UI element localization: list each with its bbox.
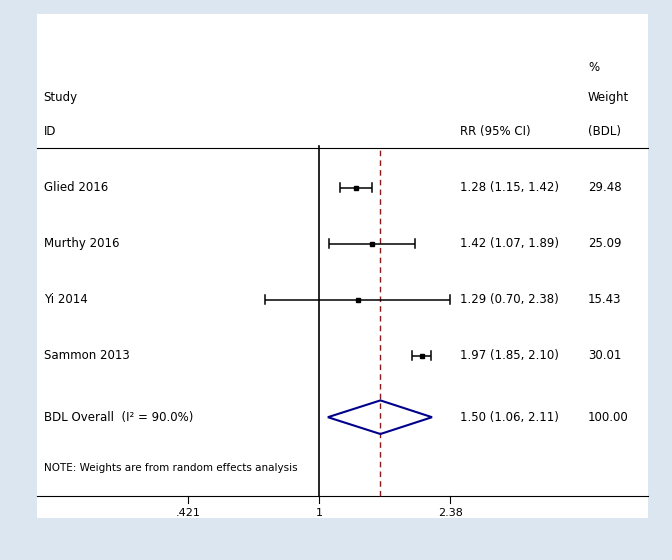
Text: .421: .421: [175, 508, 201, 518]
Text: 1.50 (1.06, 2.11): 1.50 (1.06, 2.11): [460, 410, 559, 424]
Text: 1.97 (1.85, 2.10): 1.97 (1.85, 2.10): [460, 349, 559, 362]
Text: Murthy 2016: Murthy 2016: [44, 237, 119, 250]
Text: (BDL): (BDL): [588, 125, 621, 138]
Text: 29.48: 29.48: [588, 181, 622, 194]
Text: NOTE: Weights are from random effects analysis: NOTE: Weights are from random effects an…: [44, 463, 297, 473]
Text: 25.09: 25.09: [588, 237, 622, 250]
Text: 1.28 (1.15, 1.42): 1.28 (1.15, 1.42): [460, 181, 559, 194]
Text: Glied 2016: Glied 2016: [44, 181, 108, 194]
Text: 100.00: 100.00: [588, 410, 629, 424]
Text: 30.01: 30.01: [588, 349, 622, 362]
Text: BDL Overall  (I² = 90.0%): BDL Overall (I² = 90.0%): [44, 410, 193, 424]
Text: 2.38: 2.38: [437, 508, 463, 518]
Text: Sammon 2013: Sammon 2013: [44, 349, 130, 362]
Text: Yi 2014: Yi 2014: [44, 293, 87, 306]
Text: Study: Study: [44, 91, 78, 105]
Text: %: %: [588, 60, 599, 74]
Text: 15.43: 15.43: [588, 293, 622, 306]
Text: 1: 1: [316, 508, 323, 518]
Text: Weight: Weight: [588, 91, 629, 105]
Text: RR (95% CI): RR (95% CI): [460, 125, 531, 138]
Text: 1.29 (0.70, 2.38): 1.29 (0.70, 2.38): [460, 293, 559, 306]
Text: 1.42 (1.07, 1.89): 1.42 (1.07, 1.89): [460, 237, 559, 250]
Text: ID: ID: [44, 125, 56, 138]
